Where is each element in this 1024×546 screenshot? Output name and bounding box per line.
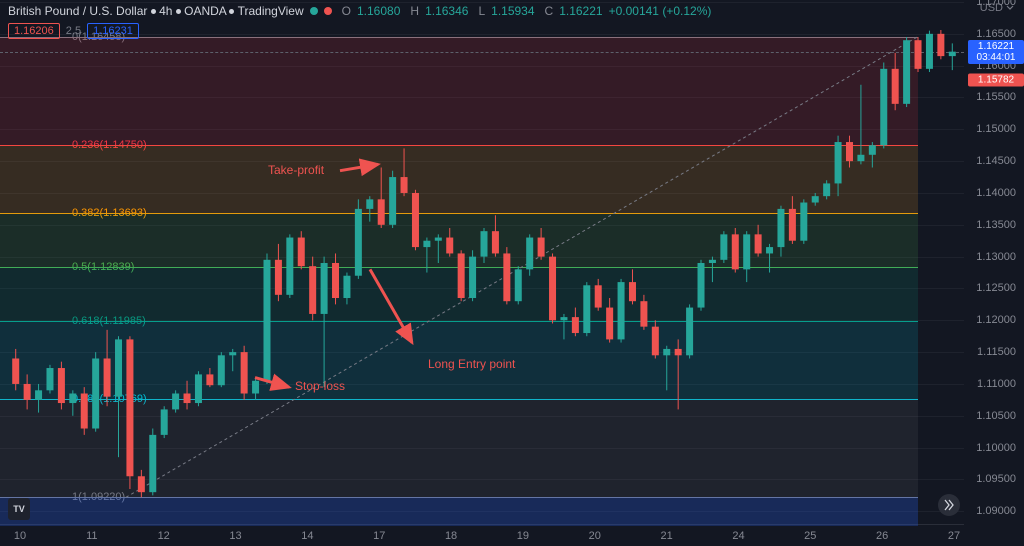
x-axis-tick: 20 — [589, 530, 601, 542]
x-axis-tick: 19 — [517, 530, 529, 542]
x-axis-tick: 26 — [876, 530, 888, 542]
x-axis-tick: 13 — [229, 530, 241, 542]
bid-ask-bar: 1.16206 2.5 1.16231 — [8, 22, 139, 40]
y-axis-tick: 1.11000 — [977, 378, 1016, 390]
ohlc-close-value: 1.16221 — [559, 4, 602, 18]
y-axis-tick: 1.15000 — [976, 123, 1016, 135]
ohlc-high-value: 1.16346 — [425, 4, 468, 18]
x-axis-tick: 12 — [158, 530, 170, 542]
spread-value: 2.5 — [66, 25, 81, 37]
symbol-header: British Pound / U.S. Dollar 4h OANDA Tra… — [0, 0, 1024, 22]
y-axis-tick: 1.10000 — [976, 442, 1016, 454]
chart-annotation[interactable]: Stop-loss — [295, 379, 345, 393]
ohlc-close-label: C — [545, 4, 554, 18]
y-axis-tick: 1.15500 — [976, 91, 1016, 103]
ohlc-low-value: 1.15934 — [491, 4, 534, 18]
y-axis-tick: 1.12000 — [976, 314, 1016, 326]
x-axis-tick: 11 — [86, 530, 97, 542]
y-axis-tick: 1.16500 — [976, 28, 1016, 40]
y-axis-tick: 1.09500 — [976, 473, 1016, 485]
chart-plot-area[interactable]: 1.170001.165001.160001.155001.150001.145… — [0, 0, 1024, 546]
status-dot-down-icon — [324, 7, 332, 15]
ohlc-open-label: O — [342, 4, 351, 18]
ohlc-change-value: +0.00141 (+0.12%) — [609, 4, 712, 18]
y-axis-tick: 1.10500 — [976, 410, 1016, 422]
price-axis-tag: 1.15782 — [968, 73, 1024, 86]
scroll-right-button[interactable] — [938, 494, 960, 516]
symbol-title[interactable]: British Pound / U.S. Dollar 4h OANDA Tra… — [8, 4, 304, 18]
x-axis-tick: 10 — [14, 530, 26, 542]
y-axis-tick: 1.13000 — [976, 251, 1016, 263]
chart-annotation[interactable]: Long Entry point — [428, 357, 515, 371]
tradingview-logo-icon[interactable]: TV — [8, 498, 30, 520]
status-dot-up-icon — [310, 7, 318, 15]
x-axis-tick: 17 — [373, 530, 385, 542]
y-axis-tick: 1.12500 — [976, 282, 1016, 294]
x-axis-tick: 25 — [804, 530, 816, 542]
x-axis-tick: 24 — [732, 530, 744, 542]
y-axis-tick: 1.14500 — [976, 155, 1016, 167]
ohlc-open-value: 1.16080 — [357, 4, 400, 18]
chart-annotation[interactable]: Take-profit — [268, 163, 324, 177]
y-axis-tick: 1.09000 — [976, 505, 1016, 517]
ohlc-low-label: L — [478, 4, 485, 18]
x-axis-tick: 27 — [948, 530, 960, 542]
x-axis-tick: 18 — [445, 530, 457, 542]
y-axis-tick: 1.14000 — [976, 187, 1016, 199]
x-axis-tick: 21 — [660, 530, 672, 542]
chart-container: British Pound / U.S. Dollar 4h OANDA Tra… — [0, 0, 1024, 546]
chevron-right-icon — [943, 499, 955, 511]
bid-pill[interactable]: 1.16206 — [8, 23, 60, 39]
ohlc-high-label: H — [410, 4, 419, 18]
y-axis-tick: 1.11500 — [977, 346, 1016, 358]
annotation-arrows — [0, 0, 964, 528]
x-axis-tick: 14 — [301, 530, 313, 542]
price-axis-tag: 1.1622103:44:01 — [968, 40, 1024, 64]
ask-pill[interactable]: 1.16231 — [87, 23, 139, 39]
y-axis-tick: 1.13500 — [976, 219, 1016, 231]
